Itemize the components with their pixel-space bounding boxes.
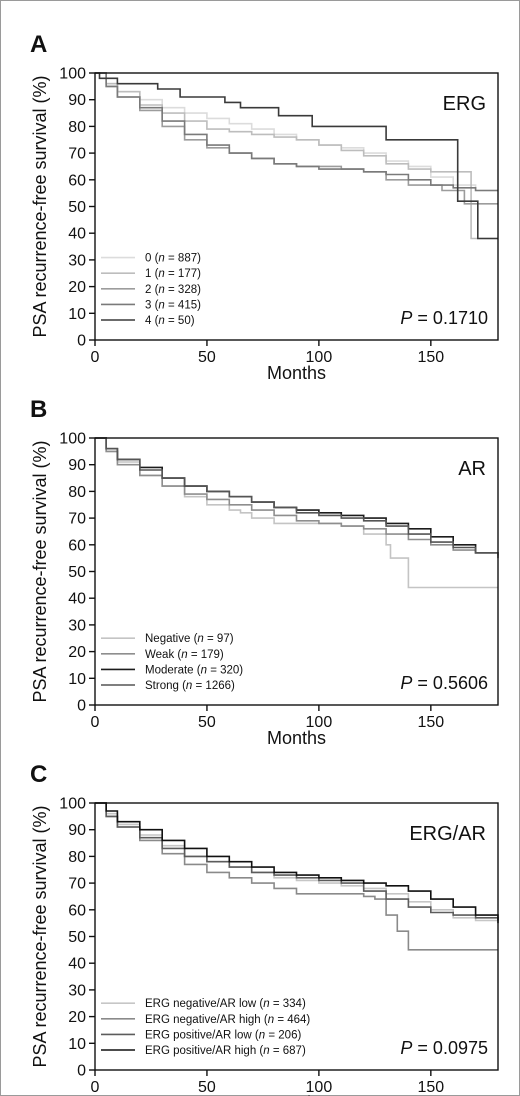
y-tick-label: 40 <box>68 226 86 243</box>
x-axis-label: Months <box>267 1093 326 1096</box>
plot-area <box>94 437 499 706</box>
x-tick-label: 50 <box>198 1079 216 1096</box>
y-tick-label: 100 <box>59 66 86 83</box>
p-value-label: P = 0.0975 <box>400 1038 488 1058</box>
series-line-5 <box>95 72 498 240</box>
x-tick-label: 0 <box>91 1079 100 1096</box>
series-line-1 <box>95 802 498 922</box>
panel-b: B PSA recurrence-free survival (%) 0 10 20 30… <box>0 365 520 748</box>
x-tick-label: 100 <box>306 1079 333 1096</box>
y-tick-label: 40 <box>68 591 86 608</box>
series-line-4 <box>95 802 499 924</box>
series-line-3 <box>95 802 499 921</box>
y-tick-label: 30 <box>68 982 86 999</box>
legend-entry: 0 (n = 887) <box>145 253 201 265</box>
legend-entry: 1 (n = 177) <box>145 268 201 280</box>
series-line-2 <box>95 437 499 556</box>
x-tick-label: 100 <box>306 349 333 366</box>
y-tick-label: 70 <box>68 876 86 893</box>
legend-entry: 4 (n = 50) <box>145 315 195 327</box>
panel-a: A PSA recurrence-free survival (%) 0 10 20 30… <box>0 0 520 383</box>
p-value-label: P = 0.1710 <box>400 308 488 328</box>
y-tick-label: 30 <box>68 252 86 269</box>
legend-entry: Moderate (n = 320) <box>145 664 243 676</box>
y-tick-label: 70 <box>68 146 86 163</box>
x-tick-label: 150 <box>417 1079 444 1096</box>
x-tick-label: 150 <box>417 349 444 366</box>
legend-entry: Weak (n = 179) <box>145 649 224 661</box>
plot-area <box>94 72 499 341</box>
legend-entry: Negative (n = 97) <box>145 633 234 645</box>
legend-entry: Strong (n = 1266) <box>145 680 235 692</box>
y-tick-label: 50 <box>68 929 86 946</box>
plot-area <box>94 802 499 1071</box>
panel-letter: C <box>30 761 47 788</box>
series-line-4 <box>95 72 498 192</box>
y-tick-label: 0 <box>77 333 86 350</box>
y-tick-label: 0 <box>77 1063 86 1080</box>
y-tick-label: 70 <box>68 511 86 528</box>
panel-letter: A <box>30 31 47 58</box>
legend-entry: 2 (n = 328) <box>145 284 201 296</box>
y-tick-label: 10 <box>68 306 86 323</box>
y-tick-label: 90 <box>68 822 86 839</box>
y-tick-label: 80 <box>68 119 86 136</box>
p-value-label: P = 0.5606 <box>400 673 488 693</box>
panel-letter: B <box>30 396 47 423</box>
marker-label: ERG <box>443 93 486 115</box>
legend-entry: ERG negative/AR low (n = 334) <box>145 998 306 1010</box>
y-axis-label: PSA recurrence-free survival (%) <box>30 805 50 1067</box>
x-tick-label: 0 <box>91 349 100 366</box>
y-tick-label: 50 <box>68 564 86 581</box>
y-tick-label: 30 <box>68 617 86 634</box>
y-tick-label: 80 <box>68 484 86 501</box>
km-chart-a: A PSA recurrence-free survival (%) 0 10 20 30… <box>30 31 499 383</box>
y-tick-label: 60 <box>68 172 86 189</box>
x-tick-label: 0 <box>91 714 100 731</box>
y-tick-label: 20 <box>68 1009 86 1026</box>
y-axis-label: PSA recurrence-free survival (%) <box>30 75 50 337</box>
series-line-2 <box>95 72 498 240</box>
y-tick-label: 100 <box>59 431 86 448</box>
y-tick-label: 0 <box>77 698 86 715</box>
marker-label: ERG/AR <box>409 823 486 845</box>
y-tick-label: 40 <box>68 956 86 973</box>
x-axis-label: Months <box>267 363 326 383</box>
y-tick-label: 100 <box>59 796 86 813</box>
y-tick-label: 50 <box>68 199 86 216</box>
km-chart-c: C PSA recurrence-free survival (%) 0 10 20 30… <box>30 761 499 1096</box>
y-tick-label: 90 <box>68 457 86 474</box>
y-tick-label: 10 <box>68 1036 86 1053</box>
legend-entry: ERG positive/AR low (n = 206) <box>145 1029 301 1041</box>
y-tick-label: 90 <box>68 92 86 109</box>
x-axis-label: Months <box>267 728 326 748</box>
y-tick-label: 60 <box>68 537 86 554</box>
y-tick-label: 60 <box>68 902 86 919</box>
legend-entry: 3 (n = 415) <box>145 299 201 311</box>
y-axis-label: PSA recurrence-free survival (%) <box>30 440 50 702</box>
x-tick-label: 50 <box>198 714 216 731</box>
series-line-3 <box>95 437 498 554</box>
x-tick-label: 50 <box>198 349 216 366</box>
y-tick-label: 80 <box>68 849 86 866</box>
legend-entry: ERG positive/AR high (n = 687) <box>145 1045 306 1057</box>
y-tick-label: 20 <box>68 279 86 296</box>
marker-label: AR <box>458 458 486 480</box>
series-line-1 <box>95 72 498 192</box>
y-tick-label: 10 <box>68 671 86 688</box>
legend-entry: ERG negative/AR high (n = 464) <box>145 1014 310 1026</box>
x-tick-label: 100 <box>306 714 333 731</box>
panel-c: C PSA recurrence-free survival (%) 0 10 20 30… <box>0 730 520 1096</box>
km-chart-b: B PSA recurrence-free survival (%) 0 10 20 30… <box>30 396 499 748</box>
x-tick-label: 150 <box>417 714 444 731</box>
series-line-4 <box>95 437 499 559</box>
y-tick-label: 20 <box>68 644 86 661</box>
